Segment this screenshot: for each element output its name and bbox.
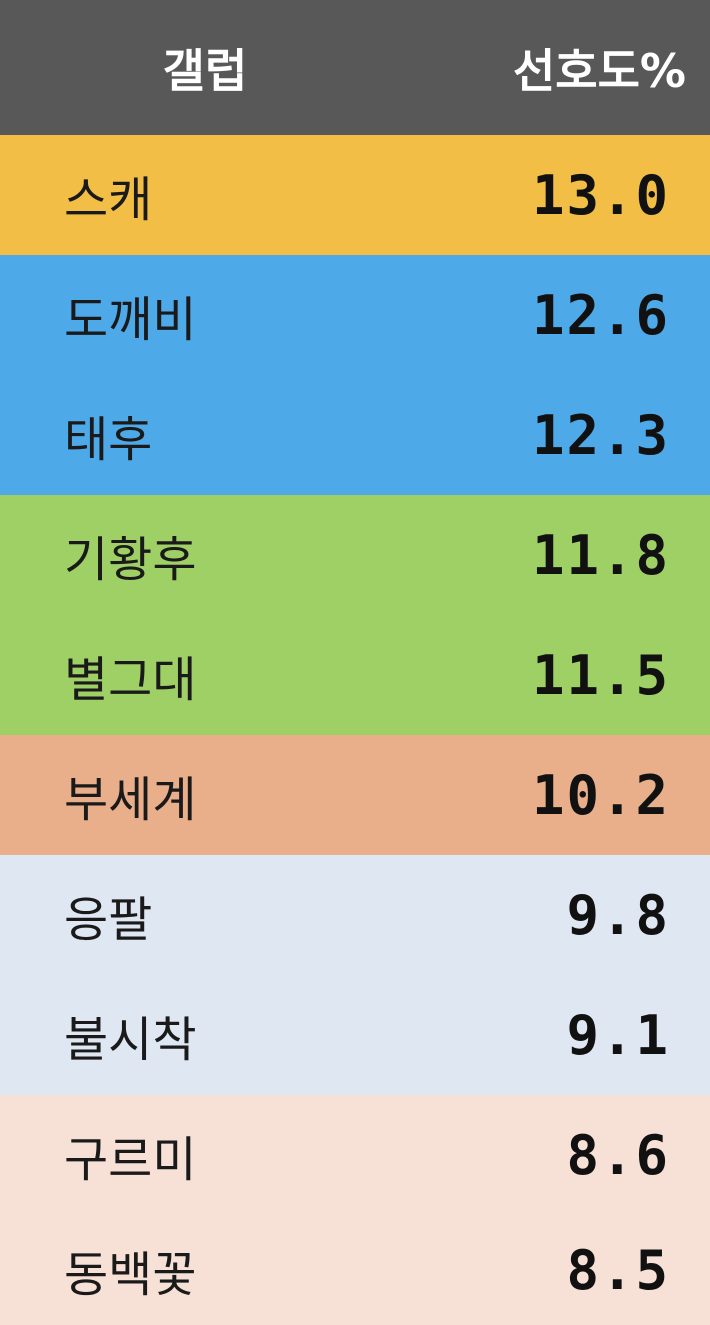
- preference-value: 11.5: [531, 643, 670, 707]
- table-row: 스캐 13.0: [0, 135, 710, 255]
- preference-value: 8.6: [566, 1123, 670, 1187]
- preference-value: 12.6: [531, 283, 670, 347]
- preference-value: 8.5: [566, 1238, 670, 1302]
- drama-name: 응팔: [64, 892, 153, 948]
- drama-name: 구르미: [64, 1132, 197, 1188]
- preference-value: 13.0: [531, 163, 670, 227]
- drama-name: 부세계: [64, 772, 197, 828]
- preference-value: 11.8: [531, 523, 670, 587]
- preference-value: 9.1: [566, 1003, 670, 1067]
- table-row: 부세계 10.2: [0, 735, 710, 855]
- preference-value: 10.2: [531, 763, 670, 827]
- header-row: 갤럽 선호도%: [0, 0, 710, 135]
- drama-name: 도깨비: [64, 292, 197, 348]
- table-row: 기황후 11.8: [0, 495, 710, 615]
- table-row: 별그대 11.5: [0, 615, 710, 735]
- table-row: 도깨비 12.6: [0, 255, 710, 375]
- drama-name: 별그대: [64, 652, 197, 708]
- table-row: 구르미 8.6: [0, 1095, 710, 1215]
- drama-name: 동백꽃: [64, 1247, 197, 1303]
- drama-name: 스캐: [64, 172, 153, 228]
- table-row: 동백꽃 8.5: [0, 1215, 710, 1325]
- drama-name: 태후: [64, 412, 153, 468]
- header-cell: 갤럽: [162, 43, 248, 98]
- table-row: 불시착 9.1: [0, 975, 710, 1095]
- table-row: 응팔 9.8: [0, 855, 710, 975]
- drama-name: 기황후: [64, 532, 197, 588]
- preference-value: 9.8: [566, 883, 670, 947]
- table-row: 태후 12.3: [0, 375, 710, 495]
- preference-value: 12.3: [531, 403, 670, 467]
- drama-name: 불시착: [64, 1012, 197, 1068]
- header-cell: 선호도%: [512, 43, 686, 98]
